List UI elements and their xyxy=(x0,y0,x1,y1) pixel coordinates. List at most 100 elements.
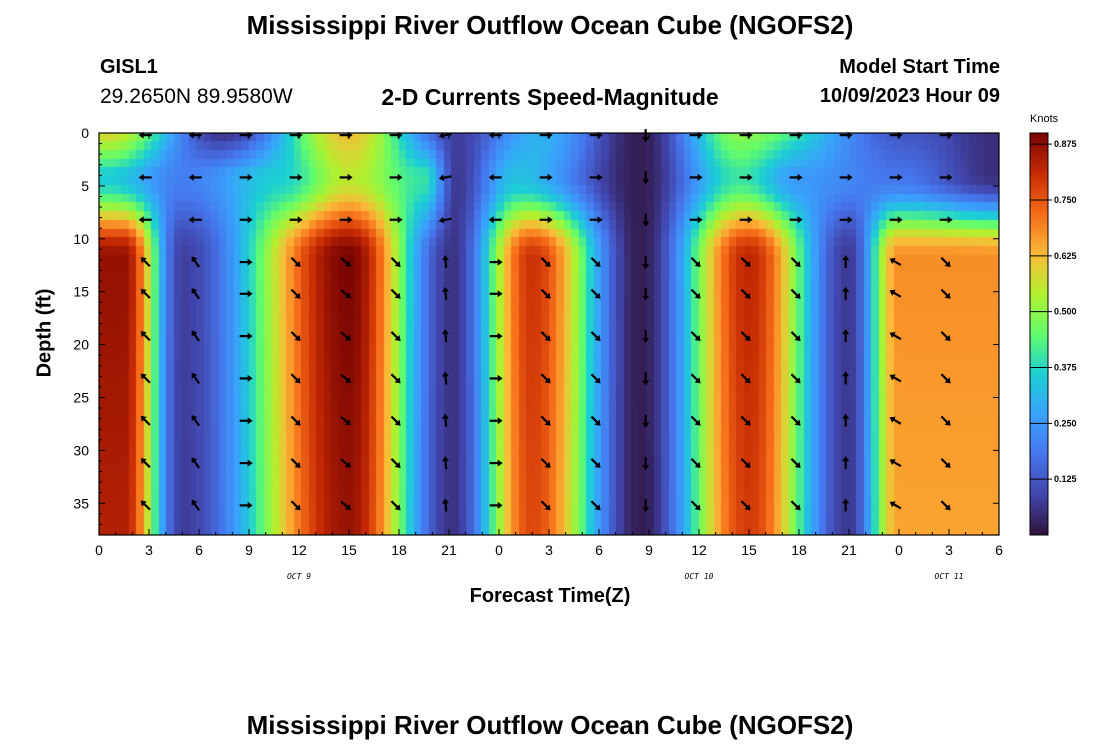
x-tick-label: 3 xyxy=(145,542,153,558)
arrow-head xyxy=(547,173,553,181)
arrow-head xyxy=(140,415,147,422)
arrow-head xyxy=(944,335,951,342)
current-arrow xyxy=(589,173,603,181)
colorbar-tick-label: 0.875 xyxy=(1054,139,1077,149)
arrow-head xyxy=(597,216,603,224)
y-tick-label: 25 xyxy=(73,389,89,405)
arrow-head xyxy=(140,288,147,295)
arrow-head xyxy=(191,256,198,263)
x-axis-label: Forecast Time(Z) xyxy=(469,585,631,607)
current-arrow xyxy=(739,173,753,181)
chart-title: Mississippi River Outflow Ocean Cube (NG… xyxy=(246,10,854,40)
current-arrow xyxy=(140,458,151,469)
current-arrow xyxy=(842,456,850,470)
colorbar xyxy=(1029,132,1049,536)
arrow-head xyxy=(594,292,601,299)
current-arrow xyxy=(390,331,401,342)
arrow-head xyxy=(247,258,253,266)
current-arrow xyxy=(140,257,151,268)
arrow-head xyxy=(347,216,353,224)
current-arrow xyxy=(939,173,953,181)
date-label: OCT 9 xyxy=(287,572,311,581)
current-arrow xyxy=(539,173,553,181)
arrow-head xyxy=(594,377,601,384)
arrow-head xyxy=(897,216,903,224)
arrow-head xyxy=(642,380,650,386)
arrow-head xyxy=(694,292,701,299)
current-arrow xyxy=(442,286,449,300)
arrow-head xyxy=(344,461,352,468)
current-arrow xyxy=(740,500,751,511)
current-arrow xyxy=(489,417,503,425)
current-arrow xyxy=(389,173,403,181)
arrow-head xyxy=(394,504,401,511)
current-arrow xyxy=(790,331,801,342)
arrow-head xyxy=(642,179,650,185)
arrow-head xyxy=(442,456,449,462)
x-tick-label: 18 xyxy=(791,542,807,558)
current-arrow xyxy=(340,257,352,267)
arrow-head xyxy=(191,330,198,337)
arrow-head xyxy=(138,173,144,181)
current-arrow xyxy=(489,258,503,266)
current-arrow xyxy=(191,372,201,384)
current-arrow xyxy=(489,501,503,509)
arrow-head xyxy=(397,216,403,224)
current-arrow xyxy=(689,173,703,181)
current-arrow xyxy=(642,457,650,471)
current-arrow xyxy=(642,414,650,428)
arrow-head xyxy=(497,417,503,425)
arrow-head xyxy=(944,292,951,299)
arrow-head xyxy=(497,258,503,266)
current-arrow xyxy=(690,458,701,469)
arrow-head xyxy=(944,419,951,426)
arrow-head xyxy=(794,504,801,511)
current-arrow xyxy=(739,216,753,224)
model-start-label: Model Start Time xyxy=(839,56,1000,78)
current-arrow xyxy=(140,331,151,342)
x-tick-label: 9 xyxy=(245,542,253,558)
current-arrow xyxy=(590,458,601,469)
current-arrow xyxy=(940,500,951,511)
current-arrow xyxy=(239,501,253,509)
arrow-head xyxy=(394,419,401,426)
current-arrow xyxy=(340,458,352,468)
current-arrow xyxy=(590,331,601,342)
arrow-head xyxy=(847,173,853,181)
x-tick-label: 15 xyxy=(341,542,357,558)
current-arrow xyxy=(642,171,650,185)
arrow-head xyxy=(842,371,850,377)
current-arrow xyxy=(340,373,352,383)
current-arrow xyxy=(740,288,751,299)
current-arrow xyxy=(390,458,401,469)
current-arrow xyxy=(488,216,502,224)
arrow-head xyxy=(794,335,801,342)
arrow-head xyxy=(744,377,751,384)
current-arrow xyxy=(590,373,601,384)
x-tick-label: 15 xyxy=(741,542,757,558)
colorbar-units: Knots xyxy=(1030,113,1059,125)
current-arrow xyxy=(188,173,202,181)
arrow-head xyxy=(294,292,301,299)
arrow-head xyxy=(344,292,352,299)
arrow-head xyxy=(138,216,144,224)
arrow-head xyxy=(642,338,650,344)
current-arrow xyxy=(390,500,401,511)
x-tick-label: 6 xyxy=(995,542,1003,558)
current-arrow xyxy=(940,458,951,469)
arrow-head xyxy=(794,419,801,426)
current-arrow xyxy=(889,374,902,383)
current-arrow xyxy=(290,331,301,342)
arrow-head xyxy=(842,413,850,419)
current-arrow xyxy=(889,258,902,267)
arrow-head xyxy=(842,286,850,292)
current-arrow xyxy=(740,373,751,384)
current-arrow xyxy=(940,331,951,342)
y-tick-label: 15 xyxy=(73,284,89,300)
arrow-head xyxy=(140,373,147,380)
y-tick-label: 10 xyxy=(73,231,89,247)
current-arrow xyxy=(442,413,449,427)
arrow-head xyxy=(497,332,503,340)
arrow-head xyxy=(247,332,253,340)
arrow-head xyxy=(442,371,449,377)
